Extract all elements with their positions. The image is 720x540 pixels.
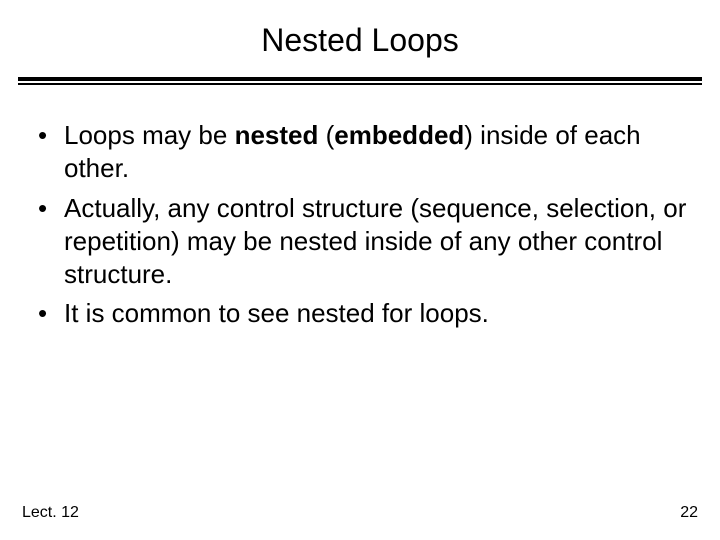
slide: Nested Loops Loops may be nested (embedd… (0, 0, 720, 540)
bullet-text-bold2: embedded (334, 120, 464, 150)
bullet-text-bold1: nested (235, 120, 319, 150)
divider-rule (18, 77, 702, 81)
slide-title: Nested Loops (0, 0, 720, 77)
footer-left: Lect. 12 (22, 504, 79, 522)
bullet-text: Actually, any control structure (sequenc… (64, 193, 686, 290)
bullet-list: Loops may be nested (embedded) inside of… (32, 119, 688, 331)
bullet-text-mid: ( (318, 120, 334, 150)
slide-body: Loops may be nested (embedded) inside of… (0, 81, 720, 331)
footer-right-page-number: 22 (680, 504, 698, 522)
divider-wrap (0, 77, 720, 81)
bullet-text: It is common to see nested for loops. (64, 298, 489, 328)
bullet-item: Actually, any control structure (sequenc… (32, 192, 688, 292)
bullet-text-pre: Loops may be (64, 120, 235, 150)
bullet-item: Loops may be nested (embedded) inside of… (32, 119, 688, 186)
bullet-item: It is common to see nested for loops. (32, 297, 688, 330)
